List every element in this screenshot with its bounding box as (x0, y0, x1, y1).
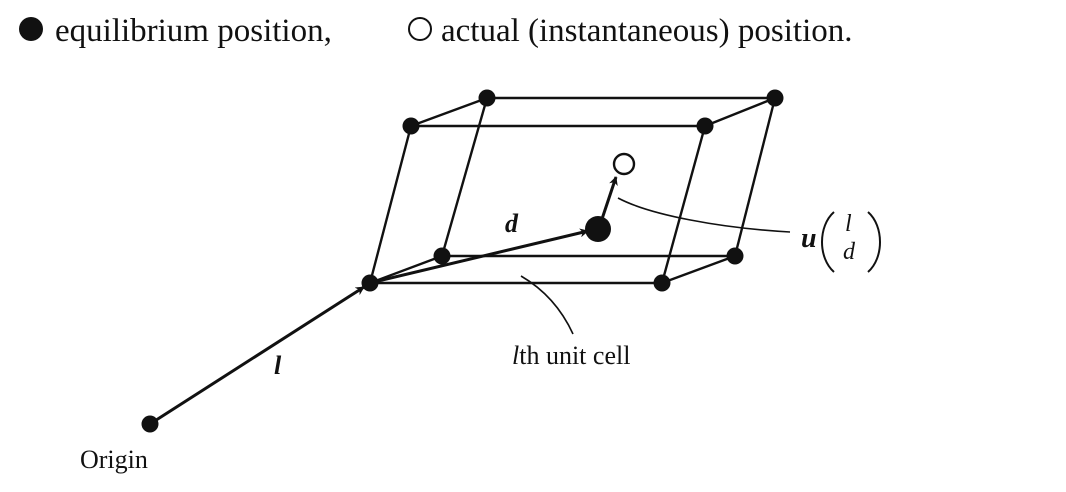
vertical-edge-front-left (368, 125, 413, 284)
displacement-symbol: u (801, 223, 817, 254)
legend-equilibrium-text: equilibrium position, (55, 13, 332, 49)
basis-vector-label: d (505, 209, 519, 238)
displacement-top: l (845, 211, 852, 237)
bottom-edge-left (369, 254, 443, 285)
atom-actual-position (612, 152, 636, 176)
lattice-point (478, 89, 496, 107)
unit-cell-edges (368, 96, 777, 285)
unit-cell-label: lth unit cell (512, 341, 630, 370)
basis-vector-arrow (373, 228, 589, 284)
hollow-marker-icon (408, 17, 432, 41)
lattice-vector-arrow (149, 285, 365, 426)
lattice-point (361, 274, 379, 292)
lattice-point (766, 89, 784, 107)
vectors (149, 176, 618, 426)
vertical-edge-front-right (660, 125, 707, 284)
origin-point (141, 415, 159, 433)
unit-cell-label-text: th unit cell (519, 341, 630, 370)
displacement-leader-line (617, 197, 791, 233)
lattice-vector-label: l (274, 351, 282, 380)
vertical-edge-back-left (440, 97, 489, 257)
bottom-edge-right (661, 254, 736, 285)
lattice-point (696, 117, 714, 135)
origin-label: Origin (80, 445, 148, 474)
lattice-point (402, 117, 420, 135)
top-edge-right (704, 96, 776, 128)
unit-cell-leader-line (520, 275, 574, 335)
displacement-label: u l d (801, 211, 881, 273)
legend-actual-text: actual (instantaneous) position. (441, 13, 853, 49)
atom-equilibrium-position (585, 216, 611, 242)
lattice-point (726, 247, 744, 265)
left-paren (821, 211, 835, 273)
displacement-bottom: d (843, 239, 856, 265)
legend: equilibrium position, actual (instantane… (19, 13, 853, 49)
vertical-edge-back-right (733, 97, 777, 257)
lattice-point (433, 247, 451, 265)
top-edge-left (410, 96, 488, 128)
filled-marker-icon (19, 17, 43, 41)
unit-cell-label-prefix: l (512, 341, 519, 370)
lattice-points (141, 89, 784, 433)
lattice-point (653, 274, 671, 292)
right-paren (867, 211, 881, 273)
displacement-vector-arrow (599, 176, 618, 223)
